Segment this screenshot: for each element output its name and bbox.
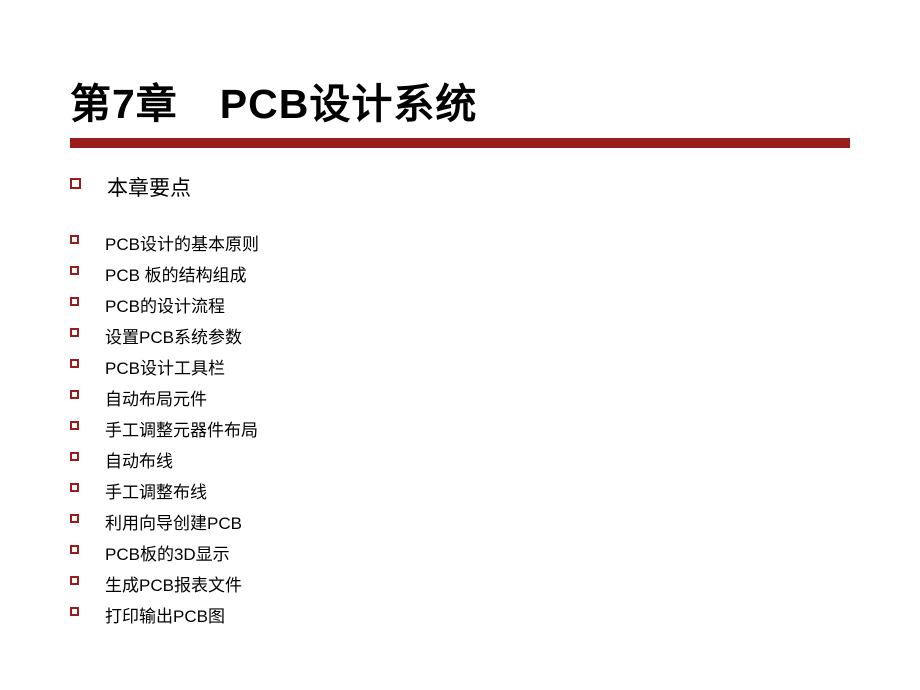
bullet-icon xyxy=(70,483,79,492)
bullet-icon xyxy=(70,576,79,585)
list-item: 自动布线 xyxy=(70,447,920,472)
bullet-icon xyxy=(70,514,79,523)
list-item-text: PCB 板的结构组成 xyxy=(105,261,247,286)
list-item-text: PCB设计工具栏 xyxy=(105,354,225,379)
bullet-icon xyxy=(70,178,81,189)
list-item-text: 生成PCB报表文件 xyxy=(105,571,242,596)
list-item: PCB 板的结构组成 xyxy=(70,261,920,286)
title-underline xyxy=(70,138,850,148)
chapter-title: 第7章 PCB设计系统 xyxy=(70,70,920,130)
bullet-icon xyxy=(70,235,79,244)
list-item-text: 利用向导创建PCB xyxy=(105,509,242,534)
topic-list: PCB设计的基本原则 PCB 板的结构组成 PCB的设计流程 设置PCB系统参数… xyxy=(70,230,920,627)
list-item-text: 设置PCB系统参数 xyxy=(105,323,242,348)
bullet-icon xyxy=(70,390,79,399)
list-item-text: PCB设计的基本原则 xyxy=(105,230,259,255)
list-item-text: 打印输出PCB图 xyxy=(105,602,225,627)
list-item: PCB板的3D显示 xyxy=(70,540,920,565)
list-item: 打印输出PCB图 xyxy=(70,602,920,627)
bullet-icon xyxy=(70,421,79,430)
list-item-text: PCB板的3D显示 xyxy=(105,540,230,565)
list-item: PCB的设计流程 xyxy=(70,292,920,317)
main-heading-row: 本章要点 xyxy=(70,172,920,202)
list-item: 自动布局元件 xyxy=(70,385,920,410)
list-item-text: 自动布局元件 xyxy=(105,385,207,410)
list-item: PCB设计工具栏 xyxy=(70,354,920,379)
list-item-text: PCB的设计流程 xyxy=(105,292,225,317)
bullet-icon xyxy=(70,266,79,275)
list-item: 设置PCB系统参数 xyxy=(70,323,920,348)
list-item: PCB设计的基本原则 xyxy=(70,230,920,255)
list-item-text: 手工调整布线 xyxy=(105,478,207,503)
main-heading-text: 本章要点 xyxy=(107,172,191,202)
bullet-icon xyxy=(70,359,79,368)
list-item: 手工调整布线 xyxy=(70,478,920,503)
bullet-icon xyxy=(70,607,79,616)
bullet-icon xyxy=(70,328,79,337)
list-item: 生成PCB报表文件 xyxy=(70,571,920,596)
list-item-text: 自动布线 xyxy=(105,447,173,472)
list-item: 利用向导创建PCB xyxy=(70,509,920,534)
bullet-icon xyxy=(70,452,79,461)
list-item-text: 手工调整元器件布局 xyxy=(105,416,258,441)
bullet-icon xyxy=(70,545,79,554)
bullet-icon xyxy=(70,297,79,306)
list-item: 手工调整元器件布局 xyxy=(70,416,920,441)
